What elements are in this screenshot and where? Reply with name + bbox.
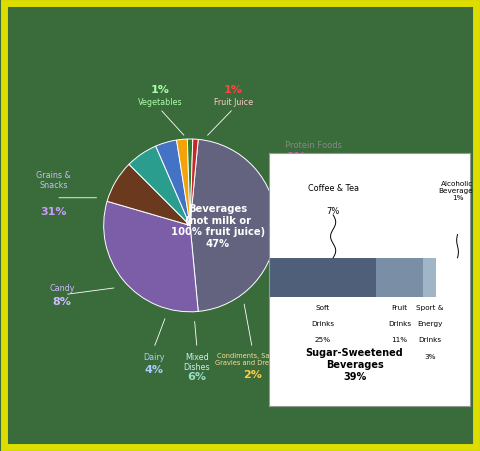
Text: 25%: 25%	[314, 337, 330, 343]
Text: 1%: 1%	[150, 85, 169, 95]
Bar	[423, 258, 436, 297]
Wedge shape	[107, 165, 190, 226]
Text: Protein Foods: Protein Foods	[285, 141, 342, 150]
Text: Mixed
Dishes: Mixed Dishes	[184, 352, 210, 371]
Text: 6%: 6%	[188, 371, 206, 381]
Text: Drinks: Drinks	[311, 320, 334, 327]
Wedge shape	[156, 141, 190, 226]
Text: 11%: 11%	[392, 337, 408, 343]
Text: Grains &
Snacks: Grains & Snacks	[36, 170, 71, 190]
Text: 3%: 3%	[424, 353, 435, 359]
Wedge shape	[187, 140, 193, 226]
Text: Soft: Soft	[315, 304, 330, 310]
Bar	[269, 258, 376, 297]
Text: Beverages
(not milk or
100% fruit juice)
47%: Beverages (not milk or 100% fruit juice)…	[171, 203, 265, 248]
Text: 7%: 7%	[326, 207, 340, 216]
Bar	[376, 258, 423, 297]
Wedge shape	[177, 140, 190, 226]
Text: 31%: 31%	[40, 207, 67, 217]
Text: Vegetables: Vegetables	[138, 98, 182, 107]
Wedge shape	[129, 147, 190, 226]
Text: 8%: 8%	[53, 297, 72, 307]
Wedge shape	[104, 202, 198, 312]
Text: Candy: Candy	[49, 284, 75, 292]
Text: 4%: 4%	[144, 364, 163, 374]
Text: Condiments, Sauces,
Gravies and Dressings: Condiments, Sauces, Gravies and Dressing…	[215, 352, 290, 365]
Text: Fruit: Fruit	[392, 304, 408, 310]
Text: Dairy: Dairy	[143, 352, 165, 361]
Text: Coffee & Tea: Coffee & Tea	[308, 183, 359, 192]
Text: Drinks: Drinks	[418, 337, 441, 343]
Text: Sugar-Sweetened
Beverages
39%: Sugar-Sweetened Beverages 39%	[306, 348, 404, 381]
Text: Fruit Juice: Fruit Juice	[214, 98, 253, 107]
Wedge shape	[190, 140, 276, 312]
Text: 1%: 1%	[224, 85, 243, 95]
Text: Drinks: Drinks	[388, 320, 411, 327]
Wedge shape	[190, 140, 198, 226]
Text: Sport &: Sport &	[416, 304, 444, 310]
Text: 2%: 2%	[243, 369, 262, 379]
Text: Alcoholic
Beverages
1%: Alcoholic Beverages 1%	[438, 180, 477, 201]
Text: Energy: Energy	[417, 320, 443, 327]
Text: 0%: 0%	[285, 151, 306, 164]
